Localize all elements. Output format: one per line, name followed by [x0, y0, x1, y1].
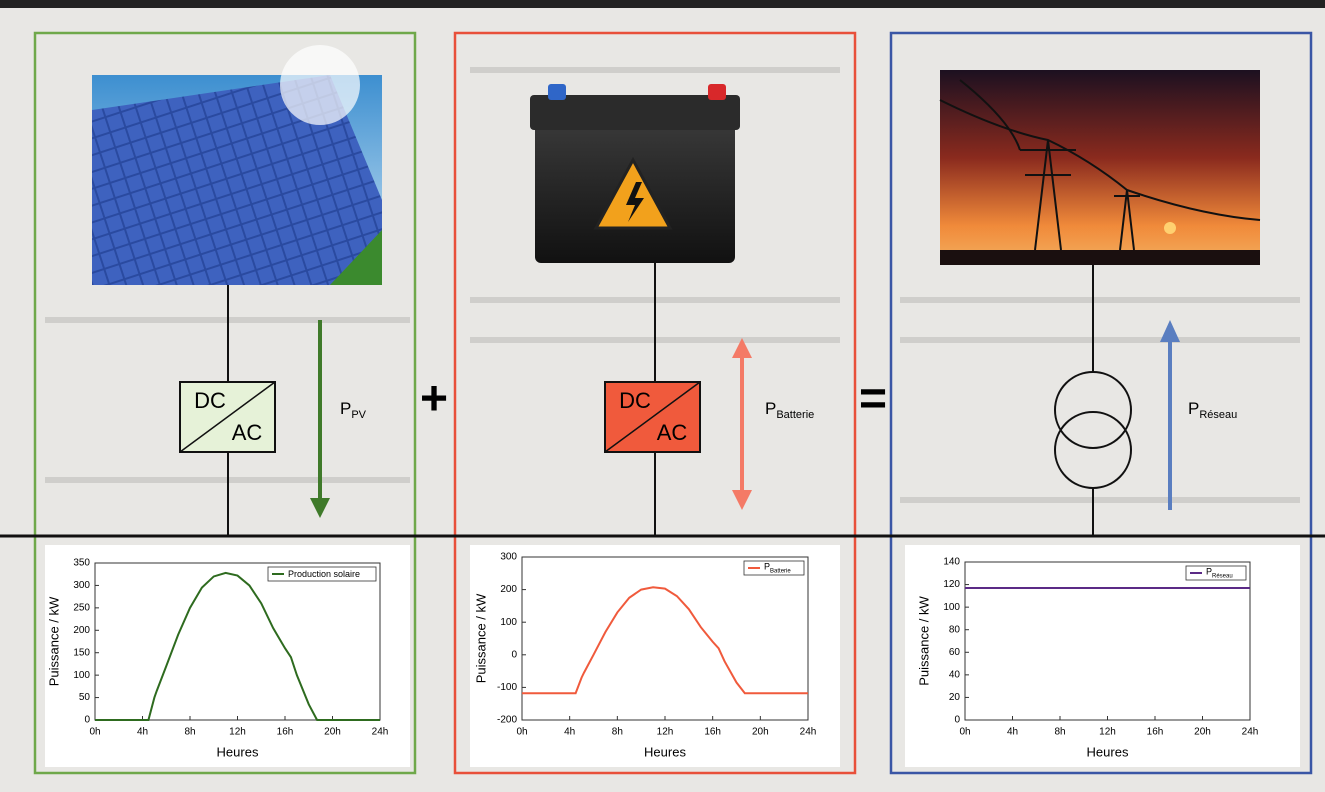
- x-tick-label: 8h: [1054, 727, 1065, 738]
- x-tick-label: 20h: [752, 727, 769, 738]
- y-tick-label: 100: [73, 670, 90, 681]
- x-tick-label: 12h: [1099, 727, 1116, 738]
- y-tick-label: 20: [949, 692, 961, 703]
- x-tick-label: 4h: [137, 727, 148, 738]
- grid-arrow: [1160, 320, 1180, 510]
- converter-dc: DC: [619, 388, 651, 413]
- x-axis-label: Heures: [644, 744, 686, 759]
- battery-flow-label: PBatterie: [765, 399, 814, 420]
- connectors: [227, 263, 1094, 536]
- y-tick-label: 150: [73, 647, 90, 658]
- y-axis-label: Puissance / kW: [46, 596, 61, 686]
- legend-box: [267, 566, 377, 582]
- x-tick-label: 24h: [1242, 727, 1259, 738]
- pv-flow-label: PPV: [340, 399, 367, 420]
- x-tick-label: 4h: [564, 727, 575, 738]
- grid-panel: [889, 31, 1313, 775]
- y-tick-label: 40: [949, 669, 961, 680]
- x-tick-label: 16h: [704, 727, 721, 738]
- y-tick-label: 0: [954, 715, 960, 726]
- y-tick-label: 60: [949, 647, 961, 658]
- converter-ac: AC: [657, 420, 688, 445]
- y-tick-label: 0: [511, 649, 517, 660]
- x-tick-label: 8h: [184, 727, 195, 738]
- equals-sign: =: [859, 373, 887, 426]
- x-tick-label: 24h: [800, 727, 817, 738]
- series-line: [95, 571, 380, 721]
- battery-panel: [453, 31, 857, 775]
- y-tick-label: 200: [500, 584, 517, 595]
- x-tick-label: 16h: [1147, 727, 1164, 738]
- solar-photo: [92, 45, 382, 285]
- transformer: [1054, 371, 1132, 489]
- y-tick-label: 350: [73, 558, 90, 569]
- x-tick-label: 4h: [1007, 727, 1018, 738]
- y-tick-label: 80: [949, 624, 961, 635]
- y-tick-label: 50: [79, 692, 91, 703]
- x-tick-label: 12h: [229, 727, 246, 738]
- top-band: [0, 0, 1325, 8]
- x-tick-label: 0h: [959, 727, 970, 738]
- grid-flow-label: PRéseau: [1188, 399, 1237, 420]
- x-tick-label: 20h: [324, 727, 341, 738]
- series-line: [522, 586, 808, 695]
- x-tick-label: 0h: [516, 727, 527, 738]
- pylon-photo: [939, 70, 1261, 265]
- y-tick-label: 250: [73, 602, 90, 613]
- plus-sign: +: [420, 373, 448, 426]
- chart-bg: [45, 545, 410, 767]
- x-tick-label: 0h: [89, 727, 100, 738]
- y-tick-label: -100: [497, 682, 517, 693]
- x-axis-label: Heures: [1087, 744, 1129, 759]
- y-axis-label: Puissance / kW: [473, 593, 488, 683]
- x-axis-label: Heures: [217, 744, 259, 759]
- legend-box: [1185, 565, 1247, 581]
- y-tick-label: 300: [500, 552, 517, 563]
- chart-bg: [905, 545, 1300, 767]
- y-tick-label: 300: [73, 580, 90, 591]
- x-tick-label: 12h: [657, 727, 674, 738]
- battery-converter: DC AC: [604, 381, 701, 453]
- pv-arrow: [310, 320, 330, 518]
- y-tick-label: 200: [73, 625, 90, 636]
- battery-photo: [530, 84, 740, 263]
- x-tick-label: 20h: [1194, 727, 1211, 738]
- x-tick-label: 24h: [372, 727, 389, 738]
- y-tick-label: 140: [943, 557, 960, 568]
- pv-panel: [33, 31, 417, 775]
- y-axis-label: Puissance / kW: [916, 595, 931, 685]
- converter-dc: DC: [194, 388, 226, 413]
- pv-converter: DC AC: [179, 381, 276, 453]
- y-tick-label: 0: [84, 715, 90, 726]
- legend-box: [743, 560, 805, 576]
- y-tick-label: 120: [943, 579, 960, 590]
- converter-ac: AC: [232, 420, 263, 445]
- legend-label-sub: Batterie: [770, 568, 791, 574]
- x-tick-label: 8h: [612, 727, 623, 738]
- legend-label-main: P: [1206, 567, 1212, 577]
- x-tick-label: 16h: [277, 727, 294, 738]
- legend-label: Production solaire: [288, 569, 360, 579]
- legend-label-main: P: [764, 562, 770, 572]
- y-tick-label: 100: [943, 602, 960, 613]
- chart-bg: [470, 545, 840, 767]
- y-tick-label: -200: [497, 715, 517, 726]
- legend-label: PRéseau: [1206, 567, 1233, 579]
- legend-label: PBatterie: [764, 562, 791, 574]
- y-tick-label: 100: [500, 617, 517, 628]
- legend-label-sub: Réseau: [1212, 573, 1233, 579]
- battery-arrow: [732, 338, 752, 510]
